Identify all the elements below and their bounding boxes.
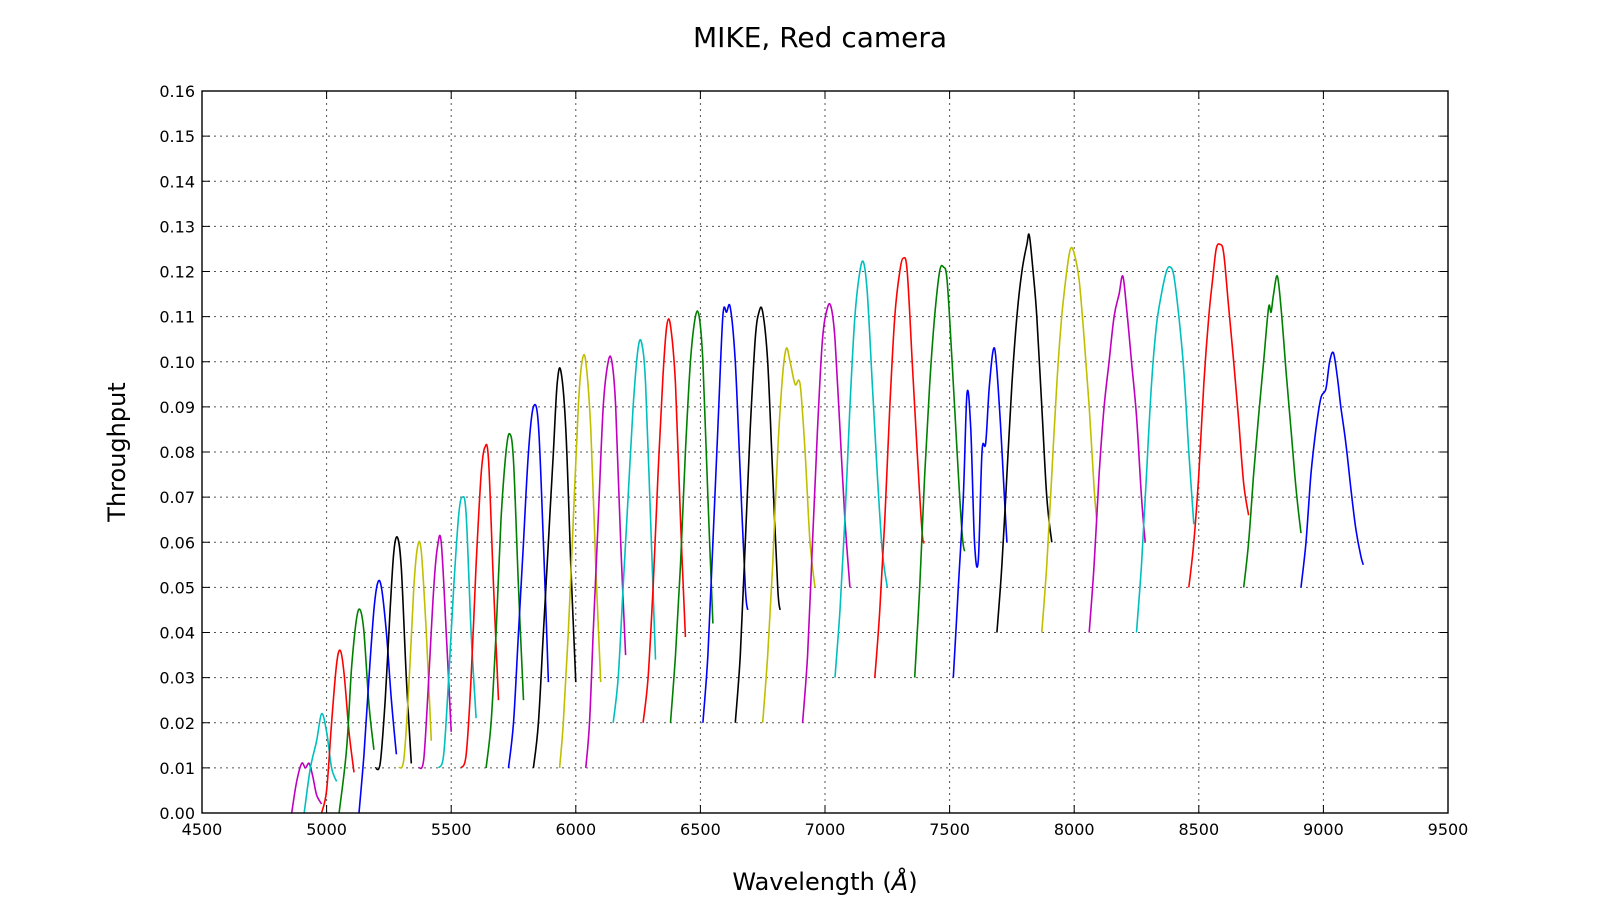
x-tick-label: 7500 — [929, 820, 970, 839]
series-line-22 — [801, 302, 851, 723]
x-tick-labels: 4500 5000 5500 6000 6500 7000 7500 8000 8500 9000… — [182, 820, 1469, 839]
x-tick-label: 8500 — [1178, 820, 1219, 839]
y-tick-label: 0.16 — [159, 82, 195, 101]
series-line-8 — [418, 534, 452, 770]
series-line-19 — [702, 303, 749, 723]
series-line-33 — [1300, 351, 1365, 588]
y-tick-label: 0.14 — [159, 172, 195, 191]
series-line-10 — [460, 443, 500, 769]
y-tick-label: 0.06 — [159, 533, 195, 552]
series-line-28 — [1041, 246, 1098, 633]
x-tick-label: 8000 — [1054, 820, 1095, 839]
y-tick-label: 0.11 — [159, 308, 195, 327]
series-line-21 — [761, 347, 816, 723]
series-line-15 — [585, 355, 627, 768]
series-line-26 — [952, 347, 1008, 678]
series-line-16 — [612, 338, 657, 723]
series-curves — [290, 233, 1365, 814]
y-tick-label: 0.00 — [159, 804, 195, 823]
series-line-12 — [507, 403, 550, 768]
x-tick-label: 6000 — [555, 820, 596, 839]
series-line-11 — [485, 432, 525, 768]
y-tick-label: 0.04 — [159, 624, 195, 643]
x-axis-label-text: Wavelength — [732, 868, 874, 896]
x-axis-unit: Å — [890, 867, 908, 896]
series-line-17 — [642, 318, 687, 723]
series-line-2 — [303, 712, 338, 814]
series-line-31 — [1188, 243, 1250, 588]
y-tick-label: 0.03 — [159, 669, 195, 688]
y-tick-labels: 0.00 0.01 0.02 0.03 0.04 0.05 0.06 0.07 0.08 0.09… — [159, 82, 195, 823]
series-line-24 — [874, 256, 926, 678]
y-tick-label: 0.07 — [159, 488, 195, 507]
series-line-13 — [532, 367, 577, 768]
series-line-6 — [374, 536, 413, 771]
series-line-20 — [734, 306, 781, 723]
x-tick-label: 6500 — [680, 820, 721, 839]
x-tick-label: 7000 — [805, 820, 846, 839]
y-tick-label: 0.01 — [159, 759, 195, 778]
x-axis-label-close: ) — [908, 868, 917, 896]
series-line-30 — [1135, 265, 1195, 633]
series-line-9 — [437, 495, 477, 769]
y-tick-label: 0.08 — [159, 443, 195, 462]
series-line-4 — [338, 608, 375, 814]
y-tick-label: 0.12 — [159, 263, 195, 282]
x-axis-label-open: ( — [875, 868, 892, 896]
y-tick-label: 0.13 — [159, 217, 195, 236]
series-line-23 — [834, 260, 889, 678]
series-line-5 — [358, 579, 398, 814]
x-tick-label: 9500 — [1428, 820, 1469, 839]
series-line-1 — [290, 762, 323, 814]
y-tick-label: 0.02 — [159, 714, 195, 733]
axis-ticks — [201, 90, 1449, 814]
y-tick-label: 0.09 — [159, 398, 195, 417]
x-axis-label: Wavelength (Å) — [732, 867, 917, 896]
y-tick-label: 0.05 — [159, 578, 195, 597]
y-axis-label: Throughput — [103, 382, 131, 522]
series-line-18 — [669, 310, 714, 723]
chart-title: MIKE, Red camera — [693, 21, 947, 54]
grid-lines — [202, 91, 1448, 813]
series-line-14 — [558, 353, 602, 768]
series-line-27 — [996, 233, 1053, 633]
series-line-7 — [398, 540, 433, 769]
series-line-25 — [913, 264, 966, 678]
x-tick-label: 5000 — [306, 820, 347, 839]
x-tick-label: 4500 — [182, 820, 223, 839]
y-tick-label: 0.10 — [159, 353, 195, 372]
series-line-29 — [1088, 275, 1146, 633]
x-tick-label: 9000 — [1303, 820, 1344, 839]
x-tick-label: 5500 — [431, 820, 472, 839]
y-tick-label: 0.15 — [159, 127, 195, 146]
series-line-32 — [1242, 275, 1302, 588]
